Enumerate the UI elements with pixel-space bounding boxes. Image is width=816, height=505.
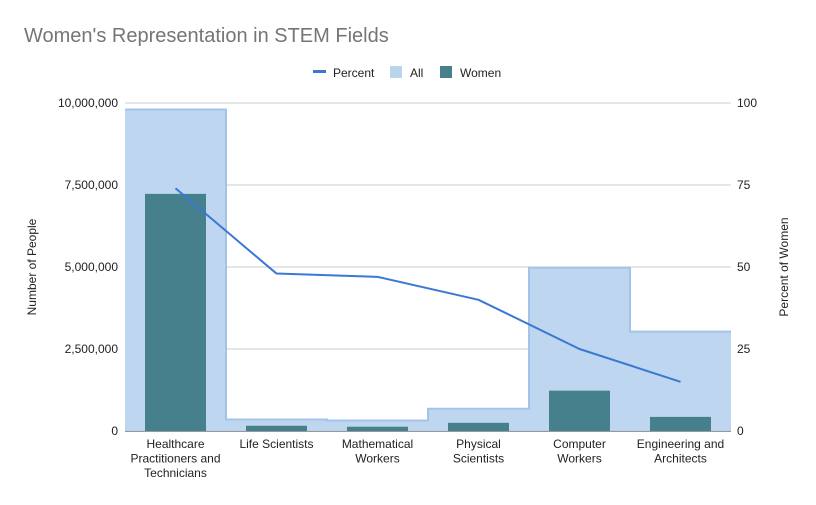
- legend-label: Women: [460, 66, 501, 80]
- y2-tick-label: 0: [737, 424, 744, 438]
- y2-tick-label: 100: [737, 96, 757, 110]
- x-category-label: Technicians: [144, 466, 207, 480]
- y2-tick-label: 25: [737, 342, 751, 356]
- legend-label: Percent: [333, 66, 375, 80]
- women-bar: [246, 425, 307, 431]
- women-bar: [145, 193, 206, 431]
- x-category-label: Practitioners and: [130, 452, 220, 466]
- x-category-label: Workers: [355, 452, 399, 466]
- x-category-label: Workers: [557, 452, 601, 466]
- x-category-label: Scientists: [453, 452, 504, 466]
- y2-tick-label: 75: [737, 178, 751, 192]
- y2-axis-title: Percent of Women: [777, 217, 791, 316]
- y-tick-label: 7,500,000: [65, 178, 119, 192]
- chart-title: Women's Representation in STEM Fields: [24, 25, 389, 47]
- y-axis-title: Number of People: [25, 218, 39, 315]
- x-category-label: Engineering and: [637, 437, 724, 451]
- x-category-label: Architects: [654, 452, 707, 466]
- legend-swatch-line: [313, 70, 326, 73]
- y-tick-label: 2,500,000: [65, 342, 119, 356]
- x-category-label: Physical: [456, 437, 501, 451]
- x-category-label: Life Scientists: [239, 437, 313, 451]
- y-tick-label: 10,000,000: [58, 96, 118, 110]
- y-tick-label: 0: [111, 424, 118, 438]
- legend-swatch: [390, 66, 402, 78]
- all-area-outline: [125, 108, 731, 422]
- women-bar: [650, 416, 711, 431]
- y2-tick-label: 50: [737, 260, 751, 274]
- percent-line: [174, 187, 681, 383]
- women-bar: [448, 422, 509, 431]
- x-category-label: Computer: [553, 437, 606, 451]
- legend-swatch: [440, 66, 452, 78]
- women-bar: [549, 390, 610, 431]
- women-bar: [347, 426, 408, 431]
- legend-label: All: [410, 66, 423, 80]
- y-tick-label: 5,000,000: [65, 260, 119, 274]
- x-category-label: Healthcare: [146, 437, 204, 451]
- x-category-label: Mathematical: [342, 437, 413, 451]
- all-area: [125, 109, 731, 431]
